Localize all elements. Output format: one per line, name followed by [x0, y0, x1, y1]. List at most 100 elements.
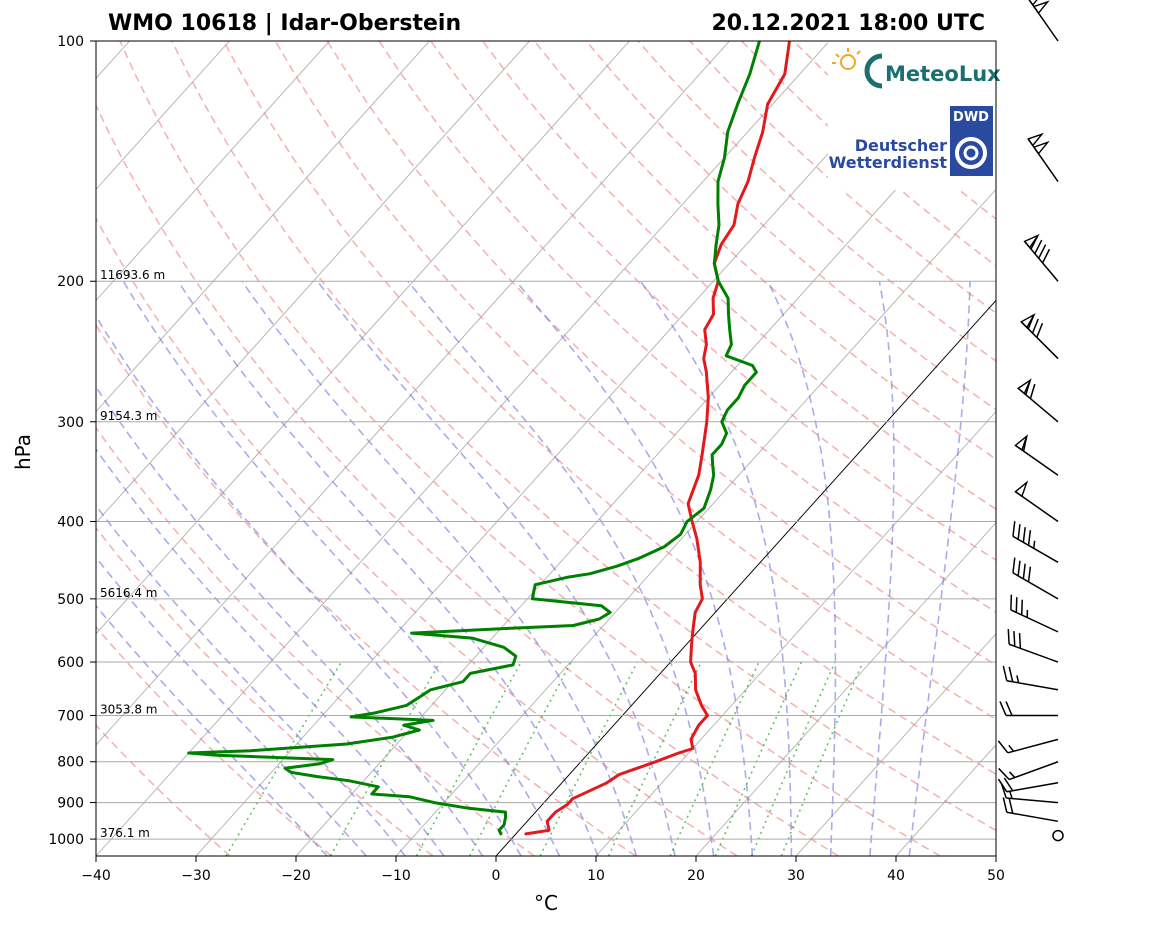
- x-tick-label: −20: [281, 868, 311, 884]
- wind-barb-full: [997, 778, 1008, 793]
- axis-ticks: −40 −30 −20 −10 0 10 20 30 40 50 100 200 300 400 500 60…: [48, 34, 1005, 884]
- moist-adiabat-line: [515, 280, 754, 856]
- wind-barb-full: [998, 767, 1010, 781]
- moist-adiabat-line: [96, 385, 484, 856]
- dwd-logo-icon: [950, 106, 993, 176]
- isotherm-line: [595, 410, 996, 856]
- wind-barb-full: [1031, 318, 1039, 334]
- wind-barb-pennant: [1027, 0, 1045, 7]
- wind-barb: [1012, 557, 1059, 600]
- wind-barb-half: [1016, 675, 1020, 684]
- y-axis-label: hPa: [11, 434, 35, 470]
- wind-barb-calm: [1052, 829, 1064, 842]
- wind-barb-staff: [1006, 782, 1059, 793]
- mixing-ratio-line: [539, 661, 639, 856]
- dry-adiabat-line: [481, 41, 996, 511]
- x-tick-label: 30: [787, 868, 805, 884]
- dry-adiabat-line: [222, 41, 996, 776]
- mixing-ratio-line: [607, 661, 703, 856]
- wind-barb: [1020, 312, 1059, 360]
- wind-barb-half: [1009, 791, 1013, 799]
- wind-barb: [1002, 797, 1059, 823]
- series-layer: [187, 41, 791, 836]
- height-label: 9154.3 m: [100, 409, 158, 423]
- wind-barb: [1007, 628, 1059, 663]
- isotherm-line: [795, 633, 996, 856]
- wind-barb-full: [997, 740, 1009, 754]
- moist-adiabat-line: [96, 504, 406, 856]
- wind-barb: [1012, 521, 1059, 563]
- wind-barb-full: [1017, 560, 1021, 576]
- dry-adiabat-line: [96, 526, 434, 856]
- wind-barb: [998, 761, 1059, 781]
- moist-adiabat-line: [639, 280, 793, 856]
- wind-barb: [1010, 594, 1059, 633]
- chart-title-station: WMO 10618 | Idar-Oberstein: [108, 11, 461, 36]
- moist-adiabat-line: [241, 280, 638, 856]
- y-tick-label: 600: [57, 655, 84, 671]
- x-tick-label: 10: [587, 868, 605, 884]
- mixing-ratio-line: [780, 661, 864, 856]
- isotherm-line: [1096, 41, 1160, 856]
- dry-adiabat-line: [96, 426, 535, 856]
- y-tick-label: 300: [57, 415, 84, 431]
- dry-adiabat-line: [326, 41, 996, 667]
- wind-barb-full: [1002, 797, 1008, 813]
- wind-barb: [997, 738, 1059, 754]
- wind-barb-full: [1008, 666, 1014, 682]
- background-lines: [96, 41, 1160, 856]
- x-tick-label: −40: [81, 868, 111, 884]
- wind-barb: [999, 701, 1058, 717]
- dry-adiabat-line: [119, 41, 941, 856]
- isotherm-line: [96, 41, 530, 524]
- mixing-ratio-line: [468, 661, 572, 856]
- isotherm-line: [96, 41, 830, 856]
- plot-frame: [95, 40, 997, 857]
- wind-barb: [1017, 378, 1059, 423]
- wind-barb-half: [1009, 771, 1016, 778]
- wind-barb-staff: [1006, 680, 1059, 691]
- wind-barb-full: [1027, 314, 1035, 330]
- meteolux-logo-icon: [864, 53, 883, 89]
- wind-barb-full: [1029, 383, 1036, 399]
- dry-adiabat-line: [274, 41, 996, 721]
- isotherm-line: [96, 41, 630, 635]
- wind-barb-pennant: [1017, 378, 1032, 395]
- wind-barb-full: [1002, 665, 1008, 681]
- wind-barb-full: [1010, 594, 1013, 610]
- zero-isotherm-line: [495, 299, 996, 856]
- dry-adiabat-line: [96, 724, 231, 856]
- moist-adiabat-line: [96, 556, 367, 856]
- height-label: 376.1 m: [100, 826, 150, 840]
- moist-adiabat-line: [96, 447, 445, 856]
- dry-adiabat-line: [96, 216, 738, 856]
- wind-barb-full: [1007, 628, 1010, 645]
- wind-barbs: [997, 0, 1064, 842]
- y-tick-label: 400: [57, 514, 84, 530]
- wind-barb-full: [1022, 563, 1026, 579]
- dry-adiabat-line: [96, 103, 840, 856]
- x-tick-label: 40: [887, 868, 905, 884]
- isotherm-line: [695, 522, 996, 856]
- moist-adiabat-line: [407, 280, 715, 856]
- dwd-logo-line2: Wetterdienst: [829, 153, 948, 172]
- mixing-ratio-line: [750, 661, 836, 856]
- moist-adiabat-line: [869, 281, 895, 856]
- wind-barb-full: [1034, 239, 1043, 255]
- wind-barb-full: [1012, 557, 1016, 573]
- dry-adiabat-line: [96, 323, 637, 856]
- wind-barb-full: [1017, 524, 1021, 540]
- y-tick-label: 700: [57, 708, 84, 724]
- wind-barb-staff: [1007, 738, 1059, 754]
- wind-barb-pennant: [1020, 312, 1036, 329]
- logos: MeteoLux DWD Deutscher Wetterdienst: [828, 40, 1001, 190]
- x-tick-label: −10: [381, 868, 411, 884]
- wind-barb-full: [999, 701, 1007, 716]
- y-tick-label: 1000: [48, 832, 84, 848]
- moist-adiabat-line: [316, 280, 676, 856]
- y-tick-label: 100: [57, 34, 84, 50]
- dwd-logo-line1: Deutscher: [855, 136, 947, 155]
- x-tick-label: 50: [987, 868, 1005, 884]
- isotherm-line: [96, 41, 430, 413]
